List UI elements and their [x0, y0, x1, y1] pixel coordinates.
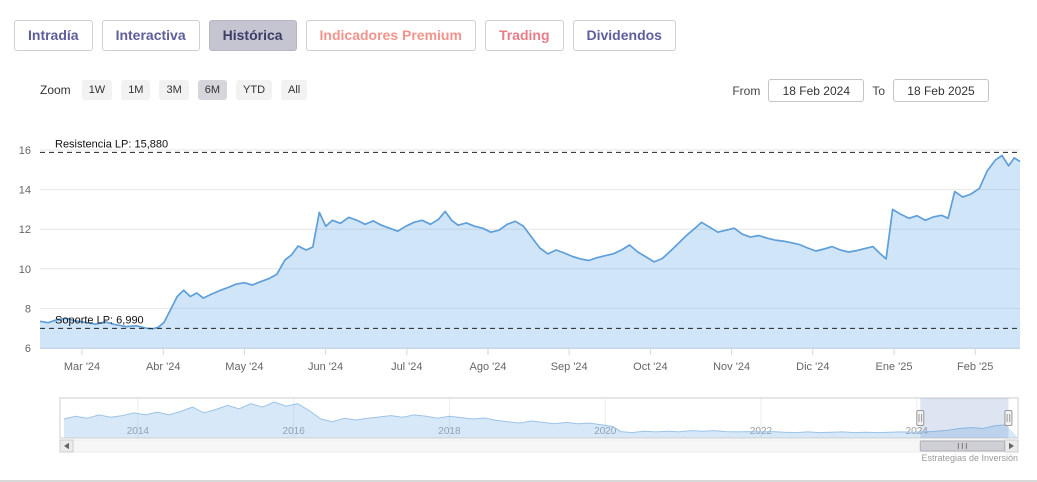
- navigator-handle-right[interactable]: [1004, 410, 1013, 426]
- navigator-year-label: 2024: [906, 426, 929, 437]
- tab-intradia[interactable]: Intradía: [14, 20, 93, 52]
- zoom-controls: Zoom 1W 1M 3M 6M YTD All: [40, 80, 308, 100]
- x-axis-tick-label: Abr '24: [146, 361, 181, 373]
- x-axis-tick-label: Dic '24: [796, 361, 829, 373]
- zoom-3m-button[interactable]: 3M: [159, 80, 189, 100]
- navigator-selected-range[interactable]: [920, 398, 1009, 438]
- tab-interactiva[interactable]: Interactiva: [101, 20, 200, 52]
- x-axis-tick-label: Ene '25: [876, 361, 913, 373]
- x-axis-tick-label: Feb '25: [957, 361, 993, 373]
- navigator-year-label: 2020: [594, 426, 617, 437]
- tab-indicadores-premium[interactable]: Indicadores Premium: [305, 20, 476, 52]
- zoom-button-group: 1W 1M 3M 6M YTD All: [81, 80, 308, 100]
- y-axis-tick-label: 6: [25, 343, 31, 355]
- credit-text: Estrategias de Inversión: [921, 453, 1018, 463]
- zoom-1w-button[interactable]: 1W: [81, 80, 113, 100]
- price-area: [40, 155, 1020, 348]
- y-axis-tick-label: 10: [19, 264, 31, 276]
- tab-trading[interactable]: Trading: [484, 20, 564, 52]
- zoom-6m-button[interactable]: 6M: [197, 80, 228, 100]
- y-axis-tick-label: 12: [19, 224, 31, 236]
- zoom-1m-button[interactable]: 1M: [121, 80, 151, 100]
- y-axis-tick-label: 8: [25, 303, 31, 315]
- x-axis-tick-label: May '24: [225, 361, 263, 373]
- navigator-area: [63, 402, 1018, 438]
- tab-dividendos[interactable]: Dividendos: [572, 20, 676, 52]
- from-label: From: [732, 83, 761, 98]
- scrollbar-left-arrow-icon: [64, 442, 69, 450]
- zoom-all-button[interactable]: All: [281, 80, 308, 100]
- navigator-year-label: 2016: [283, 426, 306, 437]
- x-axis-tick-label: Mar '24: [64, 361, 100, 373]
- navigator-year-label: 2018: [438, 426, 461, 437]
- scrollbar-track[interactable]: [72, 439, 1006, 453]
- tab-historica[interactable]: Histórica: [208, 20, 297, 52]
- x-axis-tick-label: Nov '24: [713, 361, 750, 373]
- y-axis-tick-label: 16: [19, 145, 31, 157]
- navigator-line: [63, 401, 1007, 434]
- tab-bar: Intradía Interactiva Histórica Indicadores …: [14, 20, 676, 52]
- x-axis-tick-label: Jun '24: [308, 361, 343, 373]
- scrollbar-right-arrow-icon: [1009, 442, 1014, 450]
- to-date-input[interactable]: [893, 79, 989, 102]
- y-axis-tick-label: 14: [19, 185, 31, 197]
- support-label: Soporte LP: 6,990: [55, 314, 144, 326]
- price-line: [39, 154, 1021, 330]
- x-axis-tick-label: Jul '24: [391, 361, 422, 373]
- zoom-ytd-button[interactable]: YTD: [236, 80, 273, 100]
- zoom-label: Zoom: [40, 83, 71, 97]
- x-axis-tick-label: Sep '24: [551, 361, 588, 373]
- resistance-label: Resistencia LP: 15,880: [55, 138, 168, 150]
- x-axis-tick-label: Oct '24: [633, 361, 668, 373]
- navigator-outline: [59, 397, 1019, 439]
- from-date-input[interactable]: [768, 79, 865, 102]
- navigator-handle-left[interactable]: [916, 410, 925, 426]
- x-axis-tick-label: Ago '24: [470, 361, 507, 373]
- to-label: To: [872, 83, 885, 98]
- navigator-year-label: 2014: [127, 426, 150, 437]
- date-range-selector: From To: [732, 79, 989, 102]
